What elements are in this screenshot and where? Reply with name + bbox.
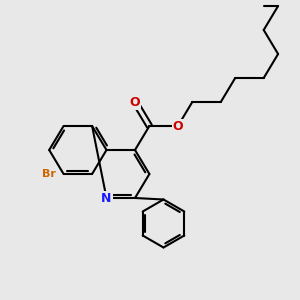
Text: Br: Br [42,169,56,179]
Text: N: N [101,191,112,205]
Text: O: O [172,119,183,133]
Text: O: O [130,95,140,109]
